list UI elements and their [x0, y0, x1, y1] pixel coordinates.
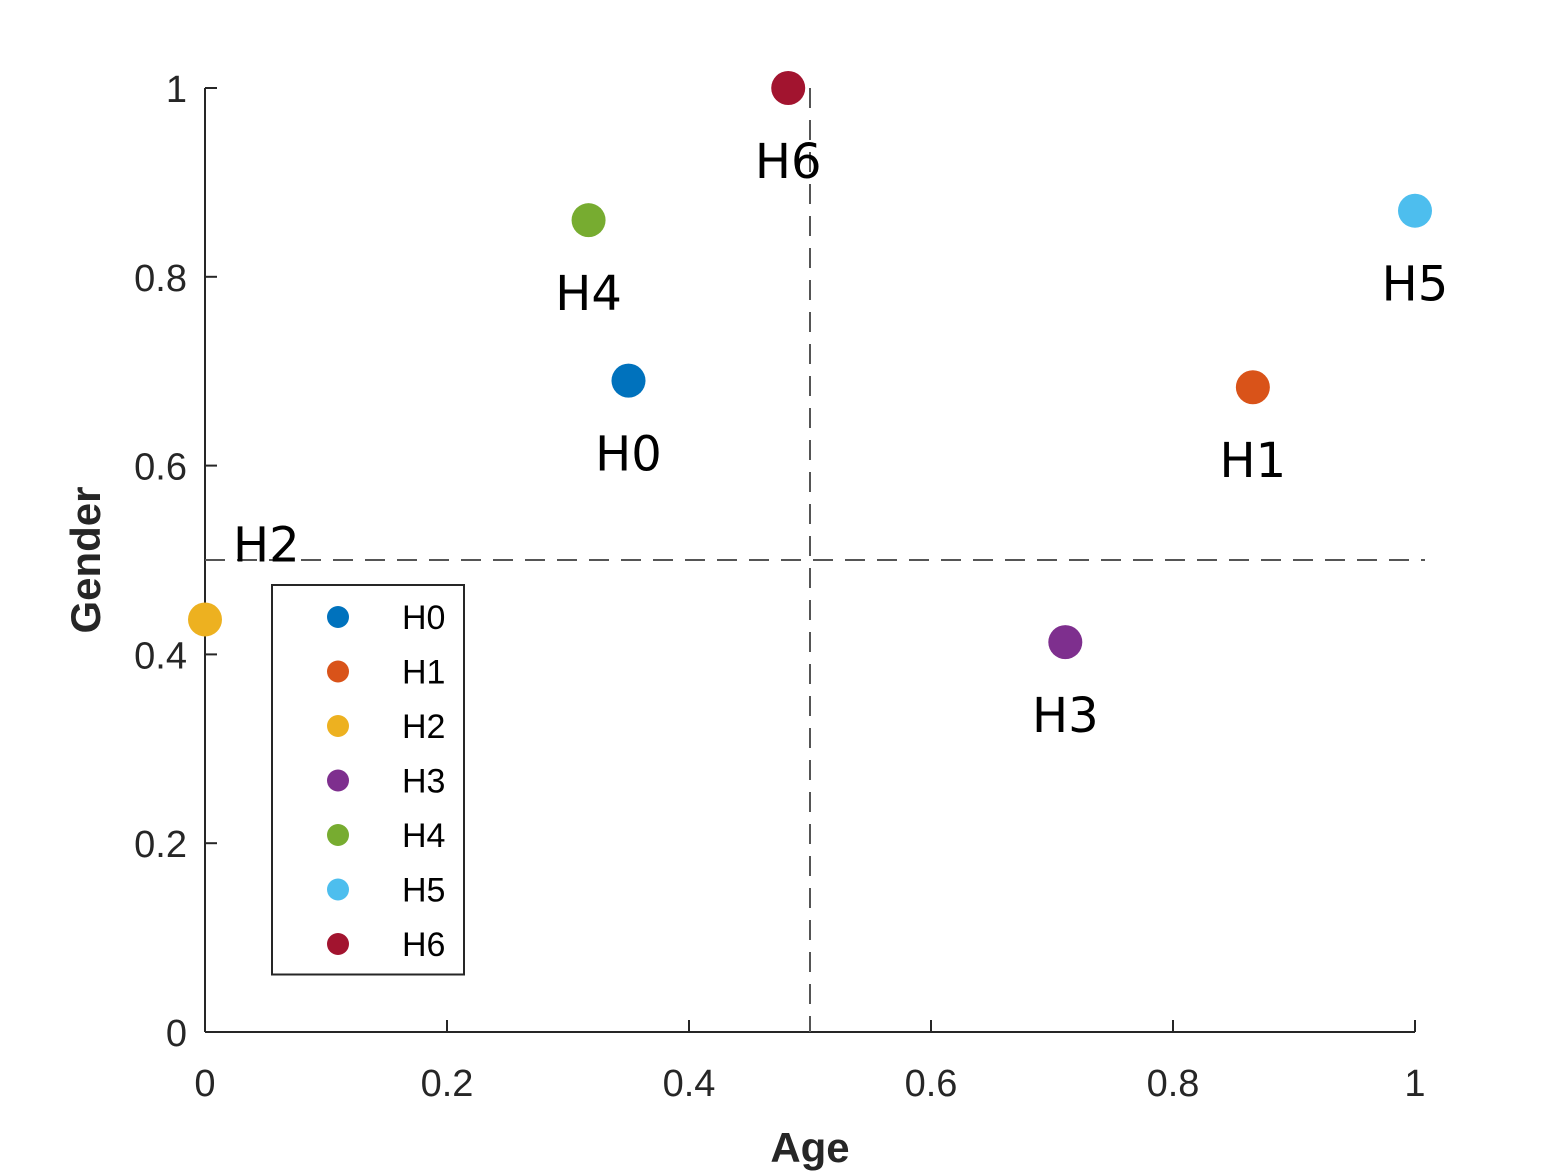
reference-lines	[205, 88, 1425, 1032]
legend-label-h1: H1	[402, 654, 445, 692]
legend-marker-h1	[327, 660, 349, 683]
point-label-h5: H5	[1382, 257, 1449, 313]
legend-marker-h0	[327, 606, 349, 628]
legend-box	[271, 584, 465, 976]
data-point-h2	[188, 602, 222, 637]
axes: 0 0.2 0.4 0.6 0.8 1 0 0.2 0.4 0.6 0.8 1	[134, 69, 1425, 1105]
y-tick-label: 0.4	[134, 635, 187, 677]
x-tick-label: 0.6	[905, 1063, 958, 1105]
x-tick-label: 1	[1404, 1063, 1425, 1105]
legend-label-h4: H4	[402, 817, 445, 855]
point-labels: H0 H1 H2 H3 H4 H5 H6	[233, 134, 1448, 744]
data-point-h4	[571, 203, 606, 238]
x-tick-label: 0.2	[421, 1063, 474, 1105]
y-tick-label: 0	[166, 1013, 187, 1055]
legend-marker-h6	[327, 933, 349, 955]
y-tick-label: 0.8	[134, 258, 187, 300]
legend-label-h2: H2	[402, 708, 445, 746]
legend-marker-h2	[327, 715, 349, 737]
legend-label-h5: H5	[402, 872, 445, 910]
y-tick-label: 0.2	[134, 824, 187, 866]
data-point-h0	[611, 363, 646, 398]
legend-marker-h4	[327, 824, 349, 846]
legend-label-h0: H0	[402, 599, 445, 637]
x-tick-label: 0.8	[1147, 1063, 1200, 1105]
point-label-h0: H0	[595, 427, 662, 483]
point-label-h3: H3	[1032, 688, 1099, 744]
y-axis-label: Gender	[62, 486, 109, 633]
x-tick-label: 0	[194, 1063, 215, 1105]
point-label-h1: H1	[1220, 433, 1287, 489]
legend-label-h6: H6	[402, 926, 445, 964]
x-tick-label: 0.4	[663, 1063, 716, 1105]
legend: H0 H1 H2 H3 H4 H5 H6	[271, 584, 465, 976]
y-tick-label: 1	[166, 69, 187, 111]
x-axis-label: Age	[770, 1124, 849, 1171]
point-label-h6: H6	[755, 134, 822, 190]
legend-marker-h3	[327, 769, 349, 792]
data-point-h5	[1398, 193, 1432, 228]
legend-label-h3: H3	[402, 763, 445, 801]
data-point-h1	[1235, 370, 1270, 405]
point-label-h4: H4	[555, 266, 622, 322]
data-point-h3	[1048, 625, 1083, 660]
data-point-h6	[771, 71, 806, 105]
y-tick-label: 0.6	[134, 447, 187, 489]
point-label-h2: H2	[233, 517, 300, 573]
legend-marker-h5	[327, 878, 349, 901]
data-points	[188, 71, 1432, 660]
